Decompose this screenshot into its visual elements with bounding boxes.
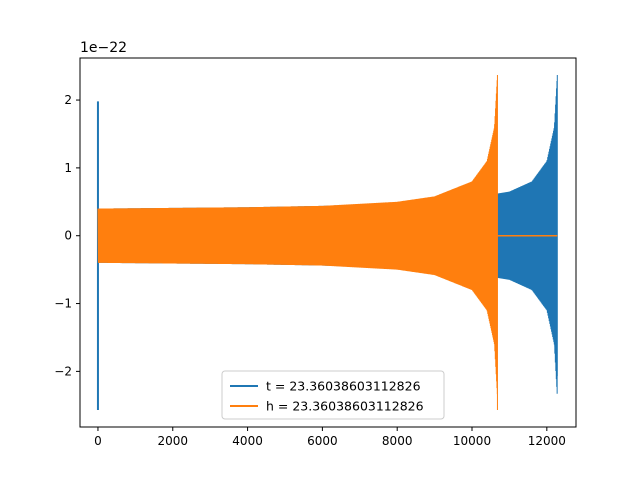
x-tick-label: 2000: [157, 434, 188, 448]
legend: t = 23.36038603112826 h = 23.360386031128…: [221, 370, 445, 420]
series-layer: [96, 74, 558, 411]
legend-label: t = 23.36038603112826: [266, 379, 421, 394]
x-tick-label: 12000: [528, 434, 566, 448]
x-tick-label: 0: [94, 434, 102, 448]
y-tick-label: 0: [64, 229, 72, 243]
y-tick-label: 2: [64, 93, 72, 107]
x-axis: 0 2000 4000 6000 8000 10000 12000: [94, 427, 566, 448]
plot-frame: [79, 57, 577, 428]
legend-box: [221, 370, 445, 420]
y-axis: −2 −1 0 1 2: [54, 93, 80, 378]
legend-label: h = 23.36038603112826: [266, 399, 424, 414]
x-tick-label: 8000: [382, 434, 413, 448]
x-tick-label: 4000: [232, 434, 263, 448]
y-scale-label: 1e−22: [80, 40, 127, 56]
x-tick-label: 10000: [453, 434, 491, 448]
y-tick-label: −2: [54, 364, 72, 378]
x-tick-label: 6000: [307, 434, 338, 448]
series-1: [97, 74, 558, 411]
y-tick-label: 1: [64, 161, 72, 175]
y-tick-label: −1: [54, 297, 72, 311]
series-band-1: [97, 81, 498, 391]
